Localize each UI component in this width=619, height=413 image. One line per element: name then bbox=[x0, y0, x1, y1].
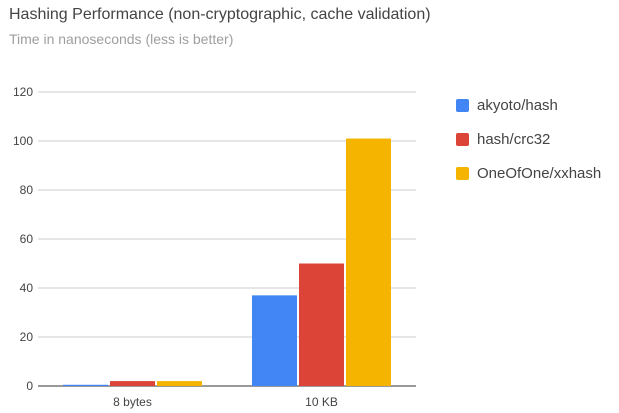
chart-legend: akyoto/hash hash/crc32 OneOfOne/xxhash bbox=[456, 88, 601, 190]
bar bbox=[157, 381, 202, 386]
legend-item: akyoto/hash bbox=[456, 88, 601, 122]
chart-title: Hashing Performance (non-cryptographic, … bbox=[9, 6, 431, 23]
y-tick-label: 100 bbox=[13, 134, 33, 148]
y-tick-label: 80 bbox=[20, 183, 34, 197]
y-tick-label: 40 bbox=[20, 281, 34, 295]
legend-item: OneOfOne/xxhash bbox=[456, 156, 601, 190]
bar bbox=[299, 263, 344, 386]
bar bbox=[110, 381, 155, 386]
x-tick-label: 8 bytes bbox=[113, 395, 152, 409]
bar bbox=[63, 384, 108, 386]
legend-item: hash/crc32 bbox=[456, 122, 601, 156]
bar bbox=[252, 295, 297, 386]
legend-swatch bbox=[456, 166, 469, 180]
y-tick-label: 120 bbox=[13, 85, 33, 99]
y-tick-label: 60 bbox=[20, 232, 34, 246]
y-tick-label: 0 bbox=[26, 379, 33, 393]
legend-swatch bbox=[456, 98, 469, 112]
chart-subtitle: Time in nanoseconds (less is better) bbox=[9, 31, 234, 47]
legend-label: hash/crc32 bbox=[477, 130, 551, 148]
legend-label: akyoto/hash bbox=[477, 96, 558, 114]
bar bbox=[346, 138, 391, 386]
legend-label: OneOfOne/xxhash bbox=[477, 164, 602, 182]
legend-swatch bbox=[456, 132, 469, 146]
y-tick-label: 20 bbox=[20, 330, 34, 344]
x-tick-label: 10 KB bbox=[305, 395, 338, 409]
